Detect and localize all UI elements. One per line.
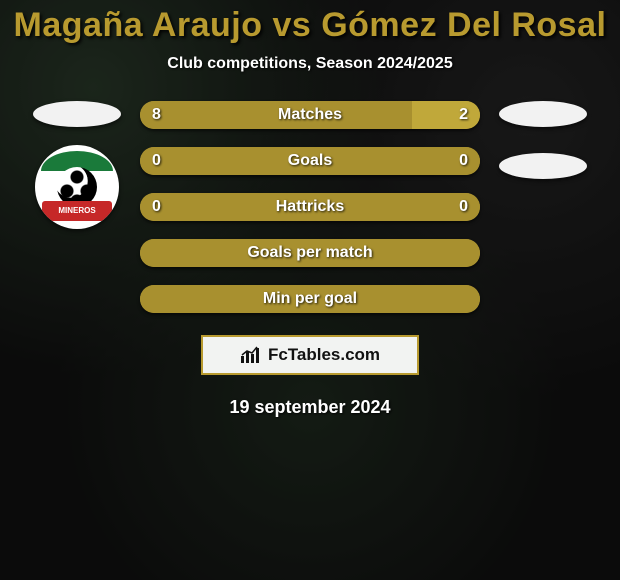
stat-value-left: 0 — [152, 198, 161, 216]
bar-segment-right — [310, 147, 480, 175]
bar-segment-left — [140, 101, 412, 129]
brand-text: FcTables.com — [268, 345, 380, 365]
bar-chart-icon — [240, 346, 262, 364]
club-badge-left: MINEROS — [35, 145, 119, 229]
stat-bar-goals-per-match: Goals per match — [140, 239, 480, 267]
stat-bar-min-per-goal: Min per goal — [140, 285, 480, 313]
stat-label: Goals per match — [247, 244, 372, 262]
badge-banner: MINEROS — [42, 201, 112, 221]
subtitle: Club competitions, Season 2024/2025 — [167, 55, 452, 73]
stat-bar-matches: 8 Matches 2 — [140, 101, 480, 129]
player-photo-placeholder-left — [33, 101, 121, 127]
stat-value-left: 0 — [152, 152, 161, 170]
comparison-row: MINEROS 8 Matches 2 0 Goals 0 — [0, 101, 620, 313]
stat-label: Goals — [288, 152, 332, 170]
badge-text: MINEROS — [58, 207, 95, 215]
stat-label: Matches — [278, 106, 342, 124]
stat-value-right: 0 — [459, 198, 468, 216]
stat-value-left: 8 — [152, 106, 161, 124]
player-photo-placeholder-right-1 — [499, 101, 587, 127]
stat-value-right: 0 — [459, 152, 468, 170]
bar-segment-right — [412, 101, 480, 129]
bar-segment-left — [140, 147, 310, 175]
content-container: Magaña Araujo vs Gómez Del Rosal Club co… — [0, 0, 620, 580]
stat-bar-hattricks: 0 Hattricks 0 — [140, 193, 480, 221]
player-photo-placeholder-right-2 — [499, 153, 587, 179]
brand-attribution: FcTables.com — [201, 335, 419, 375]
right-player-column — [498, 101, 588, 179]
page-title: Magaña Araujo vs Gómez Del Rosal — [14, 6, 607, 45]
stat-bar-goals: 0 Goals 0 — [140, 147, 480, 175]
left-player-column: MINEROS — [32, 101, 122, 229]
stat-bars: 8 Matches 2 0 Goals 0 0 Hattricks 0 — [140, 101, 480, 313]
date-label: 19 september 2024 — [229, 397, 390, 418]
stat-value-right: 2 — [459, 106, 468, 124]
stat-label: Min per goal — [263, 290, 357, 308]
stat-label: Hattricks — [276, 198, 344, 216]
